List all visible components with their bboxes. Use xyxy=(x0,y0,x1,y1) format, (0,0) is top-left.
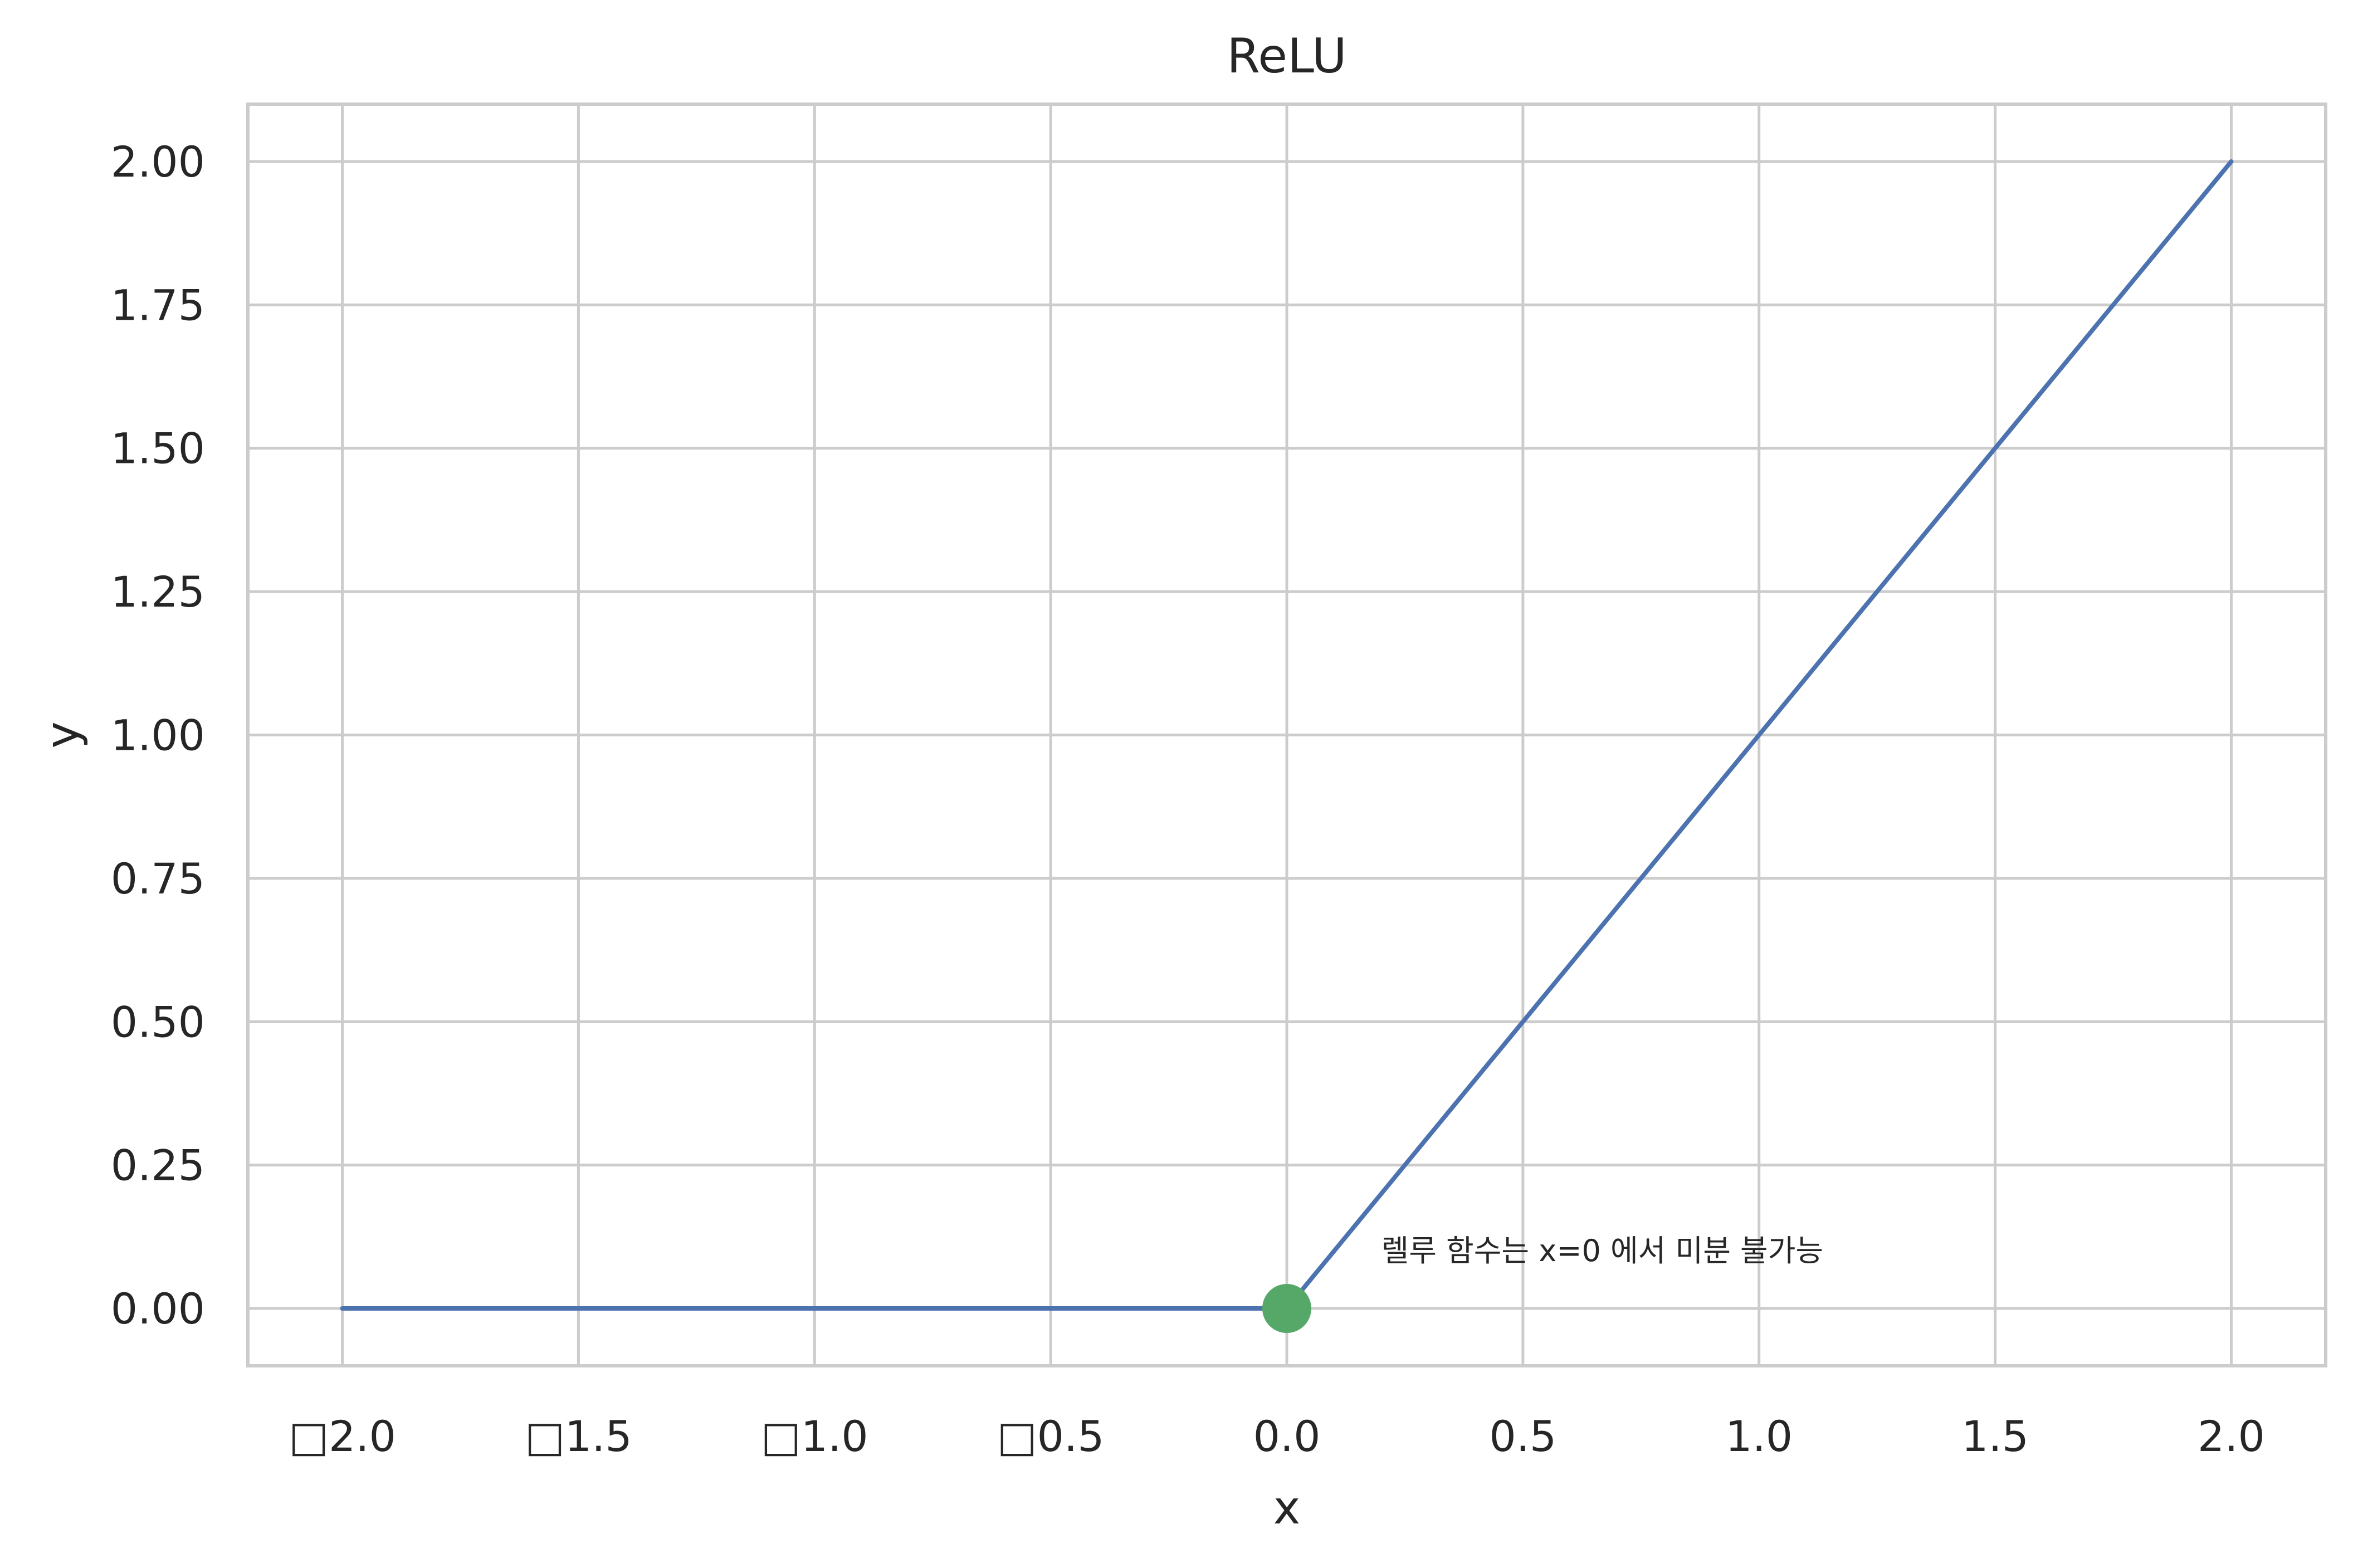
y-tick-label: 1.50 xyxy=(111,424,205,473)
x-tick-label: 1.5 xyxy=(1961,1411,2029,1461)
chart-title: ReLU xyxy=(1227,28,1346,84)
annotation-text: 렐루 함수는 x=0 에서 미분 불가능 xyxy=(1381,1233,1824,1268)
y-tick-label: 1.25 xyxy=(111,567,205,617)
y-tick-label: 2.00 xyxy=(111,137,205,187)
y-tick-label: 0.25 xyxy=(111,1141,205,1190)
x-tick-label: □1.0 xyxy=(761,1411,868,1461)
x-tick-label: 0.0 xyxy=(1253,1411,1321,1461)
y-tick-label: 0.00 xyxy=(111,1284,205,1333)
y-tick-label: 0.50 xyxy=(111,997,205,1047)
y-tick-labels: 0.00 0.25 0.50 0.75 1.00 1.25 1.50 1.75 2.00 xyxy=(111,137,205,1333)
x-tick-label: □2.0 xyxy=(289,1411,396,1461)
points-layer xyxy=(1262,1284,1311,1333)
x-axis-label: x xyxy=(1273,1482,1301,1535)
nondifferentiable-point-marker xyxy=(1262,1284,1311,1333)
plot-frame xyxy=(246,102,2327,1367)
y-axis-label: y xyxy=(36,721,89,749)
x-tick-label: □1.5 xyxy=(525,1411,632,1461)
y-tick-label: 1.00 xyxy=(111,711,205,760)
y-tick-label: 0.75 xyxy=(111,854,205,903)
x-tick-label: 0.5 xyxy=(1489,1411,1556,1461)
x-tick-label: □0.5 xyxy=(997,1411,1105,1461)
y-tick-label: 1.75 xyxy=(111,280,205,330)
x-tick-label: 2.0 xyxy=(2198,1411,2265,1461)
x-tick-labels: □2.0 □1.5 □1.0 □0.5 0.0 0.5 1.0 1.5 2.0 xyxy=(289,1411,2265,1461)
x-tick-label: 1.0 xyxy=(1725,1411,1793,1461)
grid xyxy=(248,104,2326,1366)
